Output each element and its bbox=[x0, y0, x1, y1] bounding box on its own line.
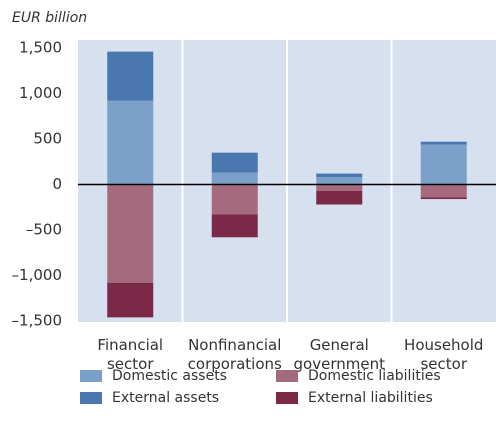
legend-item: External liabilities bbox=[276, 390, 433, 406]
bar bbox=[316, 190, 363, 205]
y-axis-label: EUR billion bbox=[12, 10, 87, 26]
legend-item: Domestic liabilities bbox=[276, 368, 441, 384]
bar bbox=[420, 141, 467, 145]
bar bbox=[211, 184, 258, 215]
x-tick-label: Household sector bbox=[404, 336, 484, 373]
legend-label: Domestic liabilities bbox=[308, 368, 441, 384]
bar bbox=[420, 144, 467, 185]
y-tick-label: 0 bbox=[52, 175, 62, 193]
y-tick-label: 500 bbox=[33, 130, 62, 148]
y-tick-label: –1,500 bbox=[12, 312, 62, 330]
legend-label: External liabilities bbox=[308, 390, 433, 406]
x-tick-label: General government bbox=[293, 336, 385, 373]
bar bbox=[316, 173, 363, 178]
bar bbox=[107, 100, 154, 185]
bar bbox=[211, 152, 258, 173]
y-tick-label: 1,000 bbox=[19, 84, 62, 102]
legend-swatch bbox=[80, 392, 102, 404]
bar bbox=[107, 51, 154, 101]
legend-item: Domestic assets bbox=[80, 368, 227, 384]
bar bbox=[316, 184, 363, 191]
bar bbox=[316, 177, 363, 185]
bar bbox=[107, 184, 154, 283]
bar bbox=[107, 282, 154, 318]
bar bbox=[420, 184, 467, 198]
bar bbox=[211, 214, 258, 238]
legend-swatch bbox=[80, 370, 102, 382]
y-tick-label: –1,000 bbox=[12, 266, 62, 284]
y-tick-label: 1,500 bbox=[19, 39, 62, 57]
bar bbox=[211, 172, 258, 185]
x-tick-label: Nonfinancial corporations bbox=[187, 336, 282, 373]
legend-swatch bbox=[276, 370, 298, 382]
legend-item: External assets bbox=[80, 390, 219, 406]
x-tick-label: Financial sector bbox=[97, 336, 164, 373]
legend-label: Domestic assets bbox=[112, 368, 227, 384]
legend-swatch bbox=[276, 392, 298, 404]
bar bbox=[420, 197, 467, 200]
y-tick-label: –500 bbox=[26, 221, 62, 239]
legend-label: External assets bbox=[112, 390, 220, 406]
